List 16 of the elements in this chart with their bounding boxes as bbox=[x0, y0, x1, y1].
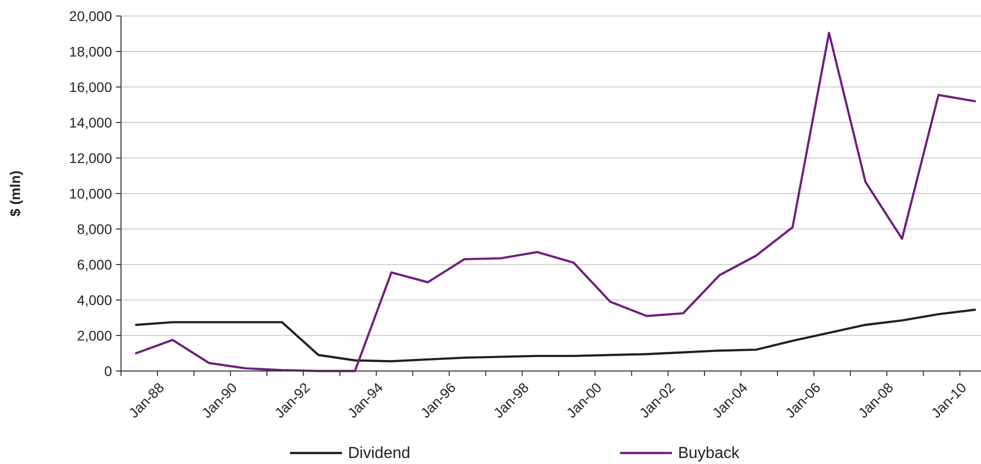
y-tick-label: 10,000 bbox=[69, 185, 112, 202]
y-tick-label: 20,000 bbox=[69, 8, 112, 24]
y-tick-label: 18,000 bbox=[69, 43, 112, 60]
line-series bbox=[134, 32, 976, 372]
line-series bbox=[134, 308, 976, 362]
y-tick-label: 16,000 bbox=[69, 78, 112, 95]
y-tick-label: 4,000 bbox=[76, 292, 112, 308]
legend-label: Dividend bbox=[348, 445, 410, 462]
legend-label: Buyback bbox=[678, 445, 740, 462]
y-tick-label: 8,000 bbox=[76, 220, 112, 237]
y-tick-label: 0 bbox=[104, 362, 112, 379]
y-tick-label: 2,000 bbox=[76, 327, 112, 344]
y-tick-label: 12,000 bbox=[69, 150, 112, 166]
y-axis-title: $ (mln) bbox=[7, 170, 23, 216]
y-tick-label: 14,000 bbox=[69, 114, 112, 130]
y-tick-label: 6,000 bbox=[76, 256, 112, 272]
